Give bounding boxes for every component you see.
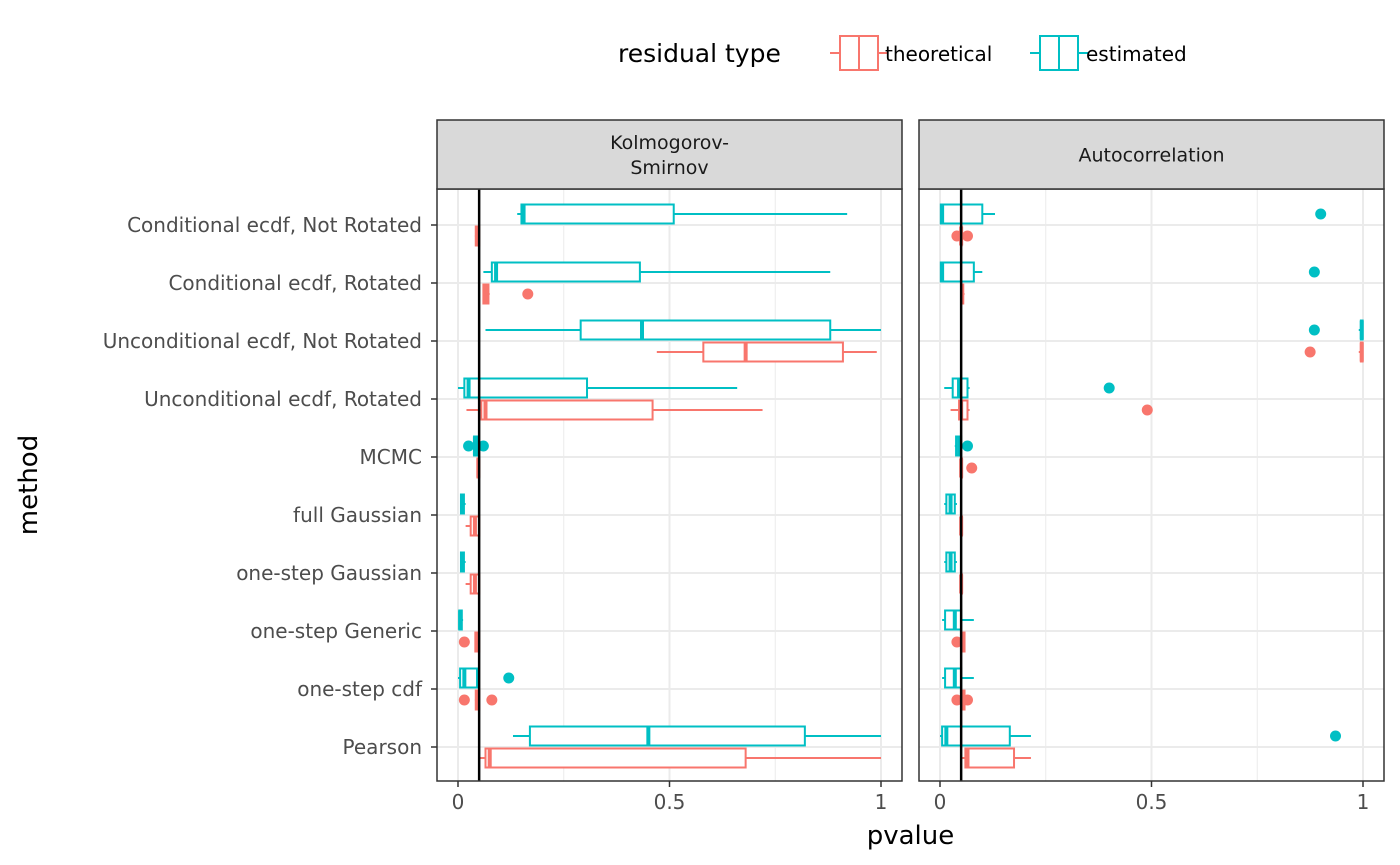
- legend-key-theoretical: [830, 35, 888, 71]
- facet-strip: [918, 119, 1385, 190]
- box-iqr: [941, 725, 1011, 747]
- box-estimated: [485, 319, 881, 341]
- box-theoretical: [458, 689, 498, 711]
- y-tick-label: one-step Gaussian: [236, 561, 422, 585]
- outlier-point: [458, 694, 470, 706]
- x-tick-label: 0.5: [1136, 790, 1168, 814]
- facet-panel-1: Kolmogorov- Smirnov 0 0.5 1: [436, 119, 903, 814]
- box-estimated: [459, 551, 466, 573]
- box-iqr: [528, 725, 806, 747]
- box-estimated: [940, 725, 1342, 747]
- box-iqr: [463, 377, 589, 399]
- outlier-point: [966, 462, 978, 474]
- y-tick-label: full Gaussian: [293, 503, 422, 527]
- box-estimated: [458, 609, 464, 631]
- box-estimated: [942, 667, 974, 689]
- y-tick-label: MCMC: [360, 445, 422, 469]
- outlier-point: [1315, 208, 1327, 220]
- box-theoretical: [482, 283, 534, 305]
- legend-key-estimated: [1030, 35, 1088, 71]
- facet-label: Kolmogorov-: [610, 132, 729, 154]
- box-iqr: [520, 203, 675, 225]
- outlier-point: [951, 636, 963, 648]
- outlier-point: [477, 440, 489, 452]
- x-tick-label: 0: [934, 790, 947, 814]
- outlier-point: [961, 694, 973, 706]
- legend-title: residual type: [618, 39, 781, 68]
- outlier-point: [1330, 730, 1342, 742]
- y-tick-label: one-step Generic: [250, 619, 422, 643]
- x-tick-label: 0: [452, 790, 465, 814]
- outlier-point: [951, 694, 963, 706]
- outlier-point: [1141, 404, 1153, 416]
- legend-label: estimated: [1086, 42, 1187, 66]
- outlier-point: [463, 440, 475, 452]
- box-estimated: [463, 435, 489, 457]
- outlier-point: [486, 694, 498, 706]
- outlier-point: [1103, 382, 1115, 394]
- box-theoretical: [458, 631, 481, 653]
- facet-label: Autocorrelation: [1078, 145, 1224, 167]
- y-axis-title: method: [14, 435, 44, 535]
- box-estimated: [512, 725, 881, 747]
- x-tick-label: 0.5: [654, 790, 686, 814]
- y-tick-label: Unconditional ecdf, Rotated: [144, 387, 422, 411]
- outlier-point: [961, 230, 973, 242]
- box-iqr: [484, 747, 747, 769]
- box-iqr: [702, 341, 844, 363]
- outlier-point: [1308, 266, 1320, 278]
- x-tick-label: 1: [1357, 790, 1370, 814]
- box-iqr: [480, 399, 654, 421]
- outlier-point: [1308, 324, 1320, 336]
- box-estimated: [458, 377, 738, 399]
- y-tick-label: one-step cdf: [297, 677, 423, 701]
- box-iqr: [490, 261, 641, 283]
- outlier-point: [522, 288, 534, 300]
- box-iqr: [958, 399, 969, 421]
- outlier-point: [458, 636, 470, 648]
- box-iqr: [964, 747, 1016, 769]
- box-estimated: [483, 261, 831, 283]
- legend-label: theoretical: [885, 42, 992, 66]
- box-estimated: [459, 493, 466, 515]
- box-estimated: [939, 261, 1320, 283]
- facet-label: Smirnov: [630, 157, 708, 179]
- y-tick-label: Pearson: [343, 735, 422, 759]
- outlier-point: [961, 440, 973, 452]
- box-estimated: [458, 667, 515, 689]
- box-estimated: [944, 551, 957, 573]
- facet-strip: [436, 119, 903, 190]
- box-estimated: [944, 493, 957, 515]
- legend: residual type theoretical estimated: [618, 35, 1187, 71]
- box-theoretical: [1304, 341, 1364, 363]
- outlier-point: [1304, 346, 1316, 358]
- box-theoretical: [466, 399, 763, 421]
- box-theoretical: [656, 341, 877, 363]
- box-theoretical: [479, 747, 881, 769]
- facet-panel-2: Autocorrelation 0 0.5 1: [918, 119, 1385, 814]
- y-tick-label: Conditional ecdf, Not Rotated: [127, 213, 422, 237]
- y-tick-label: Unconditional ecdf, Not Rotated: [103, 329, 422, 353]
- x-tick-label: 1: [875, 790, 888, 814]
- outlier-point: [951, 230, 963, 242]
- x-axis-title: pvalue: [867, 821, 955, 851]
- y-tick-label: Conditional ecdf, Rotated: [168, 271, 422, 295]
- box-estimated: [942, 609, 974, 631]
- box-theoretical: [951, 689, 973, 711]
- outlier-point: [503, 672, 515, 684]
- box-estimated: [1308, 319, 1364, 341]
- box-iqr: [939, 261, 975, 283]
- box-iqr: [579, 319, 832, 341]
- box-estimated: [517, 203, 848, 225]
